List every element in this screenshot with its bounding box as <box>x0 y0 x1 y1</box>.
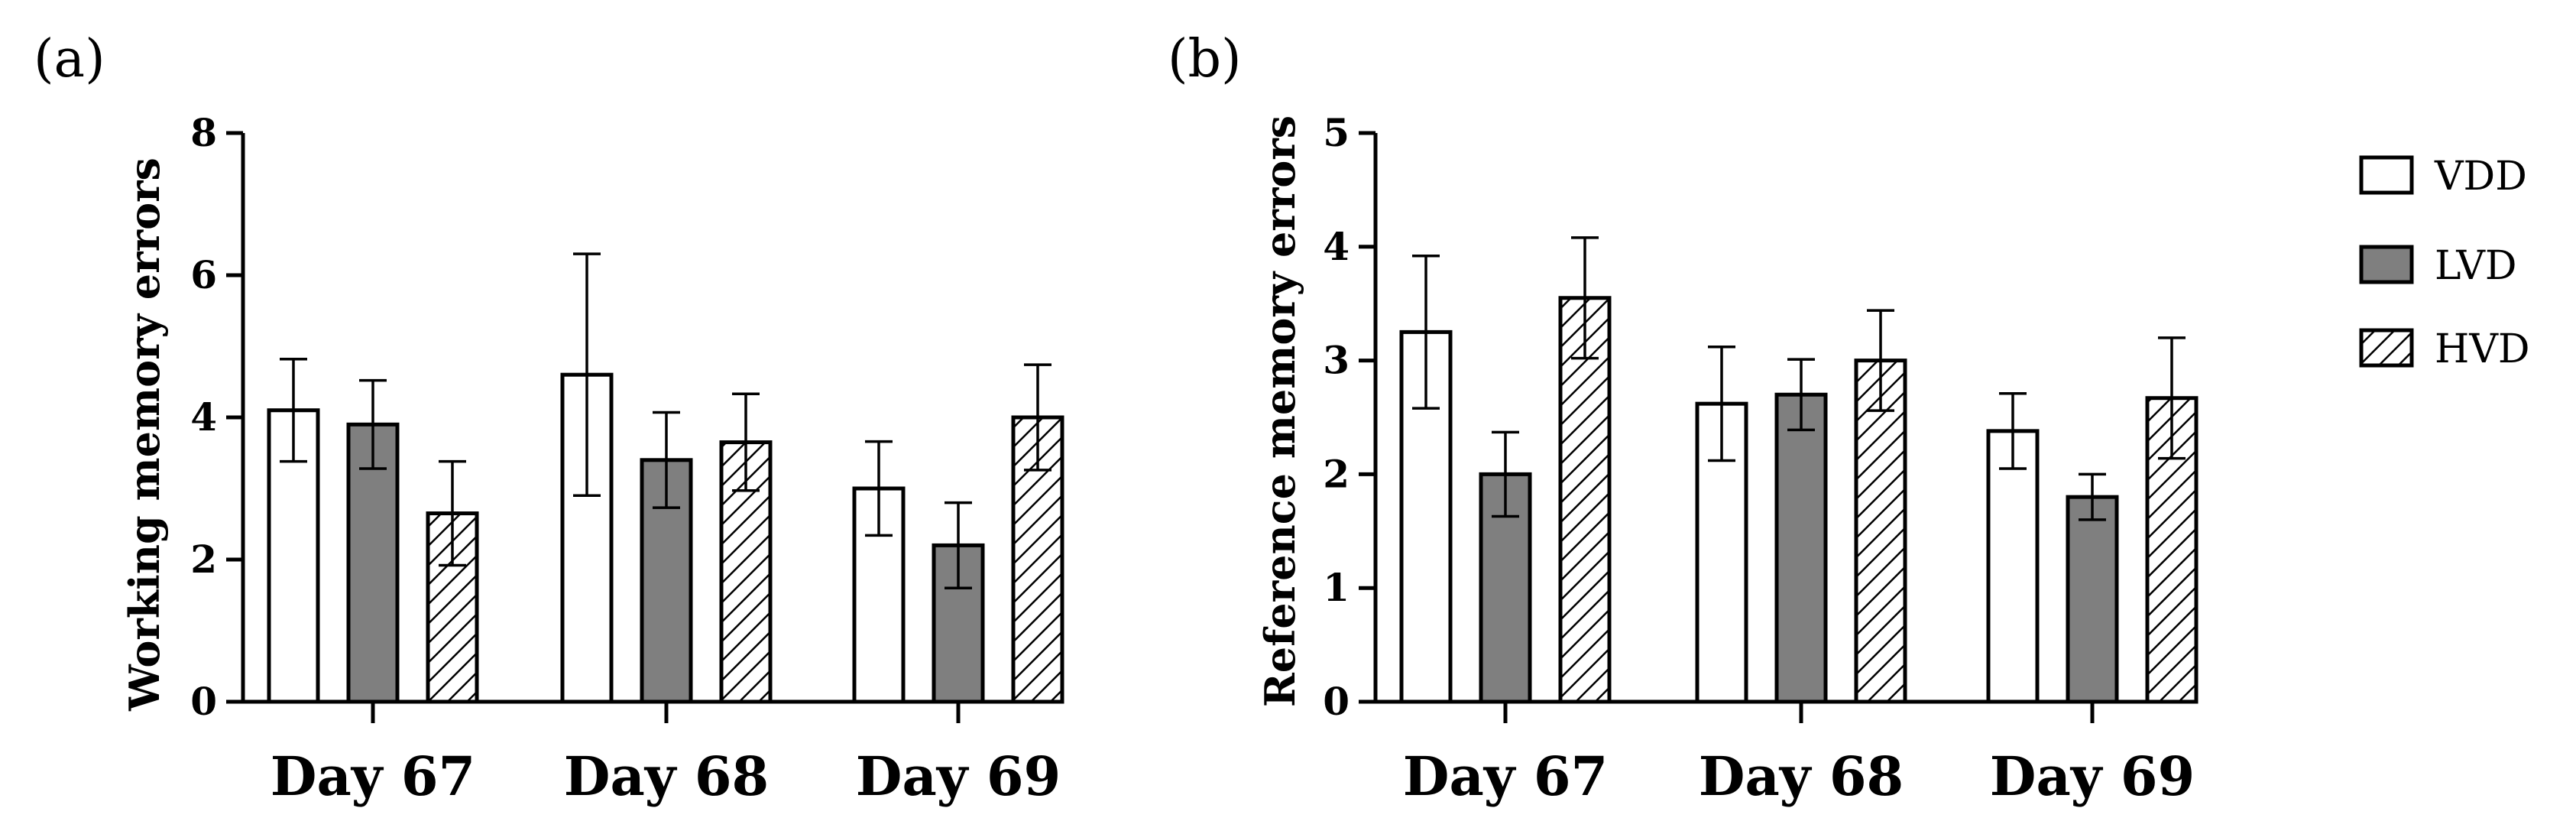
y-tick-label: 5 <box>1323 110 1350 155</box>
y-tick-label: 4 <box>190 394 217 440</box>
legend-label-hvd: HVD <box>2435 326 2530 372</box>
panel-b-plot-area: 0 1 2 3 4 5 Day 67 Day 68 Day 69 <box>1323 110 2199 808</box>
y-tick-label: 4 <box>1323 224 1350 269</box>
bar-lvd-1 <box>346 422 400 704</box>
legend-swatch-vdd <box>2359 155 2414 195</box>
y-tick-label: 6 <box>190 252 217 297</box>
y-tick-label: 0 <box>1323 679 1350 724</box>
y-tick-label: 3 <box>1323 338 1350 383</box>
x-category-label: Day 68 <box>564 745 770 808</box>
bar-lvd-2 <box>1774 392 1828 704</box>
y-tick-label: 2 <box>1323 451 1350 496</box>
legend-swatch-lvd <box>2359 245 2414 284</box>
legend: VDD LVD HVD <box>2359 154 2530 372</box>
panel-b-label: (b) <box>1168 29 1242 89</box>
x-category-label: Day 69 <box>1990 745 2195 808</box>
bar-hvd-2 <box>1854 359 1907 704</box>
panel-a-y-axis-label: Working memory errors <box>120 157 169 712</box>
x-category-label: Day 68 <box>1699 745 1904 808</box>
panel-b-y-axis-label: Reference memory errors <box>1256 115 1304 707</box>
y-tick-label: 0 <box>190 679 217 724</box>
x-category-label: Day 67 <box>271 745 476 808</box>
y-tick-label: 1 <box>1323 565 1350 610</box>
legend-label-vdd: VDD <box>2434 154 2527 200</box>
bar-lvd-3 <box>2066 495 2119 704</box>
x-category-label: Day 69 <box>856 745 1061 808</box>
legend-swatch-hvd <box>2359 328 2414 368</box>
bar-vdd-3 <box>1986 429 2040 704</box>
panel-a-plot-area: 0 2 4 6 8 Day 67 Day 68 Day 69 <box>190 110 1064 808</box>
y-tick-label: 2 <box>190 537 217 582</box>
panel-a: (a) Working memory errors 0 2 4 6 8 Day 67 Day… <box>34 29 1064 808</box>
y-tick-label: 8 <box>190 110 217 155</box>
panel-a-label: (a) <box>34 29 105 89</box>
x-category-label: Day 67 <box>1403 745 1609 808</box>
bar-hvd-1 <box>426 511 479 704</box>
panel-b: (b) Reference memory errors 0 1 2 3 4 5 Day 67… <box>1168 29 2199 808</box>
legend-label-lvd: LVD <box>2435 243 2517 289</box>
